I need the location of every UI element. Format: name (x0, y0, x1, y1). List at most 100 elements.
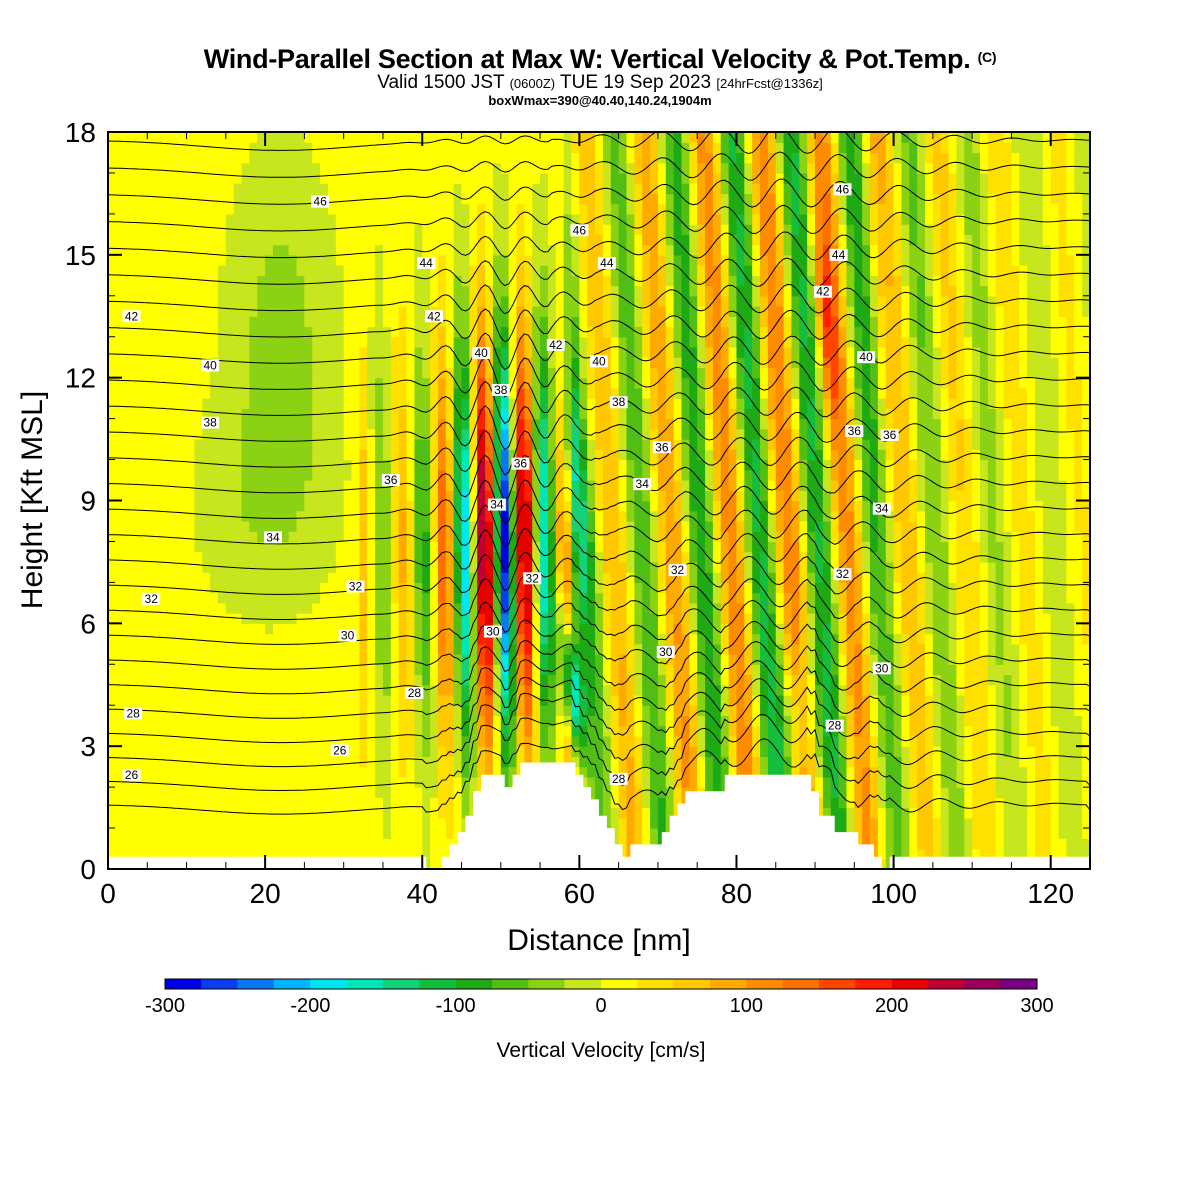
w-cell (123, 582, 133, 594)
w-cell (430, 715, 439, 727)
w-cell (257, 418, 266, 430)
w-cell (304, 234, 313, 246)
w-cell (563, 295, 573, 307)
w-cell (422, 132, 431, 143)
w-cell (139, 848, 148, 860)
w-cell (390, 152, 400, 164)
w-cell (422, 592, 431, 604)
w-cell (320, 551, 329, 563)
w-cell (398, 203, 408, 215)
w-cell (540, 654, 549, 665)
w-cell (186, 459, 196, 471)
w-cell (147, 183, 156, 195)
w-cell (634, 439, 643, 450)
w-cell (398, 234, 408, 246)
w-cell (414, 746, 423, 758)
w-cell (241, 387, 251, 399)
w-cell (343, 316, 353, 328)
w-cell (249, 254, 258, 266)
w-cell (304, 561, 313, 573)
w-cell (108, 541, 117, 553)
w-cell (390, 684, 400, 696)
w-cell (587, 756, 596, 768)
w-cell (587, 684, 596, 696)
w-cell (170, 172, 180, 184)
w-cell (131, 551, 141, 563)
w-cell (642, 172, 651, 184)
w-cell (170, 531, 180, 543)
w-cell (320, 766, 329, 778)
w-cell (272, 480, 282, 491)
w-cell (461, 152, 470, 164)
w-cell (280, 203, 290, 215)
w-cell (194, 254, 203, 266)
w-cell (437, 132, 447, 143)
w-cell (398, 377, 408, 389)
w-cell (257, 572, 266, 583)
w-cell (571, 336, 580, 348)
w-cell (139, 797, 148, 809)
w-cell (210, 336, 219, 348)
w-cell (547, 725, 557, 737)
w-cell (626, 203, 635, 215)
w-cell (257, 172, 266, 184)
w-cell (618, 787, 628, 798)
w-cell (155, 694, 164, 706)
w-cell (571, 551, 580, 563)
w-cell (249, 162, 258, 174)
w-cell (280, 572, 290, 583)
w-cell (343, 377, 353, 389)
w-cell (241, 572, 251, 583)
w-cell (241, 828, 251, 839)
w-cell (398, 469, 408, 481)
w-cell (265, 480, 274, 491)
w-cell (602, 613, 612, 624)
w-cell (375, 490, 384, 502)
w-cell (225, 224, 235, 235)
w-cell (194, 797, 203, 809)
w-cell (398, 172, 408, 184)
w-cell (422, 787, 431, 798)
w-cell (320, 234, 329, 246)
w-cell (602, 172, 612, 184)
w-cell (430, 500, 439, 512)
w-cell (359, 592, 368, 604)
w-cell (445, 224, 455, 235)
w-cell (430, 613, 439, 624)
w-cell (343, 254, 353, 266)
w-cell (233, 541, 243, 553)
w-cell (618, 572, 628, 583)
w-cell (343, 213, 353, 225)
w-cell (202, 439, 211, 450)
w-cell (186, 172, 196, 184)
w-cell (170, 408, 180, 420)
w-cell (382, 510, 392, 522)
w-cell (642, 346, 651, 358)
w-cell (626, 480, 635, 491)
w-cell (595, 541, 604, 553)
w-cell (312, 776, 321, 788)
w-cell (540, 306, 549, 317)
w-cell (414, 428, 423, 440)
w-cell (602, 336, 612, 348)
w-cell (131, 756, 141, 768)
w-cell (382, 285, 392, 297)
w-cell (257, 367, 266, 379)
w-cell (461, 725, 470, 737)
w-cell (524, 684, 533, 696)
w-cell (367, 654, 376, 665)
w-cell (304, 510, 313, 522)
w-cell (249, 694, 258, 706)
w-cell (555, 193, 565, 205)
w-cell (516, 408, 525, 420)
w-cell (634, 213, 643, 225)
w-cell (327, 398, 337, 409)
w-cell (178, 408, 188, 420)
w-cell (343, 357, 353, 369)
w-cell (320, 531, 329, 543)
w-cell (477, 193, 486, 205)
w-cell (375, 838, 384, 850)
w-cell (430, 418, 439, 430)
w-cell (540, 705, 549, 717)
w-cell (626, 142, 635, 154)
